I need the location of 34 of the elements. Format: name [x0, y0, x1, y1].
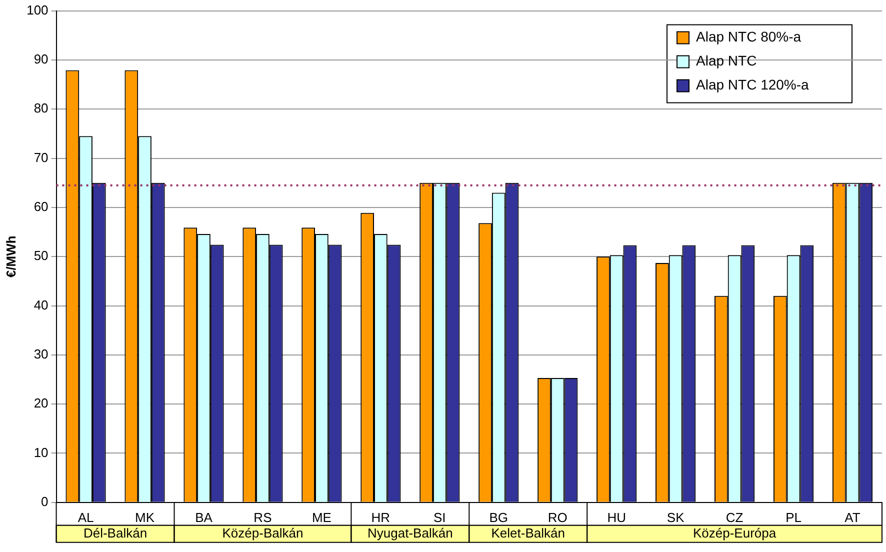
legend-label: Alap NTC — [696, 52, 757, 69]
x-tick-label: ME — [312, 510, 332, 525]
text: Dél-Balkán — [83, 525, 148, 540]
x-tick-label: AL — [78, 510, 94, 525]
y-tick-label: 50 — [34, 248, 48, 264]
text: Kelet-Balkán — [491, 525, 565, 540]
y-tick-label: 30 — [34, 346, 48, 362]
text: Közép-Balkán — [222, 525, 304, 540]
y-tick-label: 0 — [41, 494, 48, 509]
x-tick-label: HU — [607, 510, 626, 525]
x-tick-label: PL — [786, 510, 802, 525]
y-tick-label: 100 — [26, 2, 48, 18]
y-axis-title: €/MWh — [3, 236, 18, 278]
y-tick-label: 10 — [34, 444, 48, 460]
x-tick-label: AT — [844, 510, 860, 525]
y-tick-label: 70 — [34, 150, 48, 165]
y-tick-label: 20 — [34, 396, 48, 411]
text: Nyugat-Balkán — [368, 525, 453, 540]
x-tick-label: CZ — [726, 510, 744, 525]
x-tick-label: SI — [434, 510, 446, 525]
x-tick-label: RS — [254, 510, 272, 525]
y-tick-label: 40 — [34, 297, 48, 312]
x-tick-label: BA — [195, 510, 213, 525]
legend-label: Alap NTC 80%-a — [696, 28, 802, 45]
text: Közép-Európa — [692, 525, 777, 540]
x-tick-label: BG — [489, 510, 508, 525]
x-tick-label: MK — [135, 510, 155, 525]
x-tick-label: SK — [666, 510, 685, 525]
x-tick-label: HR — [371, 510, 390, 525]
y-tick-label: 80 — [34, 100, 48, 116]
y-tick-label: 60 — [34, 199, 48, 214]
x-tick-label: RO — [548, 510, 568, 525]
legend-label: Alap NTC 120%-a — [696, 76, 810, 93]
y-tick-label: 90 — [34, 52, 48, 67]
